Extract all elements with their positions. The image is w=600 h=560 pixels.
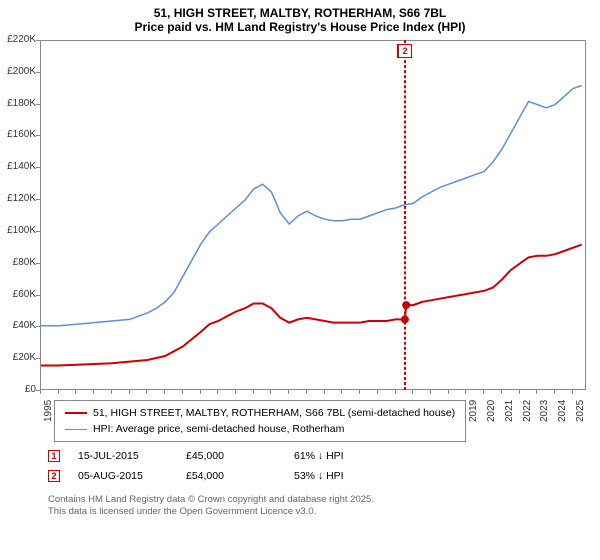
transaction-price: £54,000: [186, 470, 276, 482]
chart-container: 51, HIGH STREET, MALTBY, ROTHERHAM, S66 …: [0, 0, 600, 560]
legend-swatch-hpi: [65, 429, 87, 430]
transaction-delta: 53% ↓ HPI: [294, 470, 384, 482]
legend-row-hpi: HPI: Average price, semi-detached house,…: [65, 421, 455, 437]
legend: 51, HIGH STREET, MALTBY, ROTHERHAM, S66 …: [54, 400, 466, 442]
y-tick-label: £200K: [2, 66, 36, 77]
title-block: 51, HIGH STREET, MALTBY, ROTHERHAM, S66 …: [0, 0, 600, 36]
plot-area: [40, 40, 586, 390]
y-tick-label: £100K: [2, 225, 36, 236]
event-line: [405, 40, 406, 390]
transaction-date: 05-AUG-2015: [78, 470, 168, 482]
y-tick-label: £180K: [2, 98, 36, 109]
credit-line1: Contains HM Land Registry data © Crown c…: [48, 494, 374, 506]
y-tick-label: £140K: [2, 161, 36, 172]
event-badge: 2: [398, 44, 412, 58]
credit-text: Contains HM Land Registry data © Crown c…: [48, 494, 374, 518]
y-tick-label: £220K: [2, 34, 36, 45]
legend-label-hpi: HPI: Average price, semi-detached house,…: [93, 423, 344, 435]
transaction-marker: 1: [48, 450, 60, 462]
y-tick-label: £120K: [2, 193, 36, 204]
y-tick-label: £40K: [2, 320, 36, 331]
x-tick-label: 2019: [468, 400, 479, 422]
x-tick-label: 2020: [486, 400, 497, 422]
transaction-delta: 61% ↓ HPI: [294, 450, 384, 462]
transaction-row: 2 05-AUG-2015 £54,000 53% ↓ HPI: [48, 466, 384, 486]
y-tick-label: £60K: [2, 289, 36, 300]
x-tick-label: 2022: [522, 400, 533, 422]
chart-subtitle: Price paid vs. HM Land Registry's House …: [0, 20, 600, 34]
y-tick-label: £160K: [2, 129, 36, 140]
transaction-marker: 2: [48, 470, 60, 482]
legend-swatch-price-paid: [65, 412, 87, 414]
legend-label-price-paid: 51, HIGH STREET, MALTBY, ROTHERHAM, S66 …: [93, 407, 455, 419]
x-tick-label: 2025: [575, 400, 586, 422]
y-tick-label: £0: [2, 384, 36, 395]
x-tick-label: 2023: [539, 400, 550, 422]
plot-svg: [41, 41, 587, 391]
x-tick-label: 1995: [43, 400, 54, 422]
transaction-row: 1 15-JUL-2015 £45,000 61% ↓ HPI: [48, 446, 384, 466]
transaction-date: 15-JUL-2015: [78, 450, 168, 462]
transactions-table: 1 15-JUL-2015 £45,000 61% ↓ HPI 2 05-AUG-2015…: [48, 446, 384, 486]
y-tick-label: £80K: [2, 257, 36, 268]
chart-title-address: 51, HIGH STREET, MALTBY, ROTHERHAM, S66 …: [0, 6, 600, 20]
credit-line2: This data is licensed under the Open Gov…: [48, 506, 374, 518]
transaction-price: £45,000: [186, 450, 276, 462]
y-tick-label: £20K: [2, 352, 36, 363]
x-tick-label: 2021: [504, 400, 515, 422]
legend-row-price-paid: 51, HIGH STREET, MALTBY, ROTHERHAM, S66 …: [65, 405, 455, 421]
x-tick-label: 2024: [557, 400, 568, 422]
